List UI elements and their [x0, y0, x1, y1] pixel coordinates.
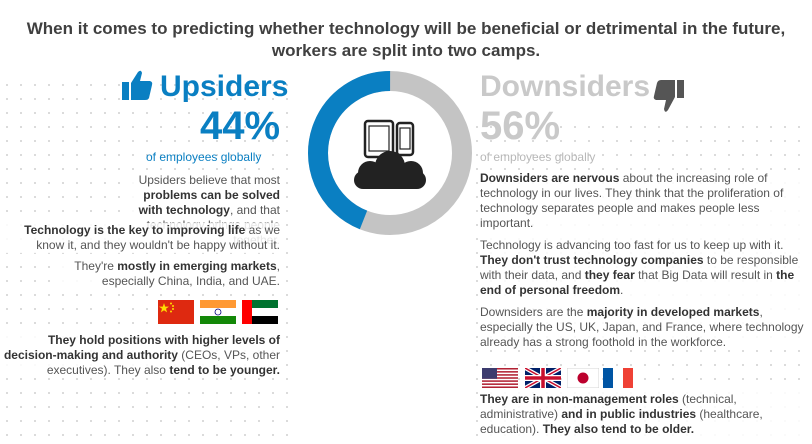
downsiders-paragraph-3: Downsiders are the majority in developed…: [480, 305, 806, 350]
text-bold: tend to be younger.: [169, 363, 280, 377]
downsiders-paragraph-2: Technology is advancing too fast for us …: [480, 238, 806, 298]
downsiders-paragraph-1: Downsiders are nervous about the increas…: [480, 171, 806, 231]
text-bold: and in public industries: [561, 407, 697, 421]
text-bold: majority in developed markets: [586, 305, 760, 319]
text: Technology is advancing too fast for us …: [480, 238, 784, 252]
headline: When it comes to predicting whether tech…: [0, 18, 812, 62]
upsiders-paragraph-3: They're mostly in emerging markets, espe…: [60, 259, 280, 289]
flag-us: [482, 368, 518, 388]
text: (CEOs, VPs, other executives). They also: [46, 348, 280, 377]
thumbs-up-icon: [122, 70, 153, 100]
thumbs-down-icon: [653, 80, 684, 112]
text: as we know it, and they wouldn't be happ…: [36, 223, 280, 252]
text-bold: the end of personal freedom: [480, 268, 795, 297]
headline-line-1: When it comes to predicting whether tech…: [26, 19, 786, 38]
flag-uk: [525, 368, 561, 388]
downsiders-percent: 56%: [480, 104, 561, 148]
text: .: [620, 283, 624, 297]
upsiders-title: Upsiders: [160, 70, 289, 103]
text-bold: Downsiders are nervous: [480, 171, 620, 185]
upsiders-arc: [308, 71, 472, 235]
downsiders-title: Downsiders: [480, 70, 651, 103]
text-bold: problems can be solved with technology: [138, 188, 280, 217]
upsiders-subtitle: of employees globally: [146, 150, 262, 164]
upsiders-percent: 44%: [200, 104, 281, 148]
text: (technical, administrative): [480, 392, 737, 421]
flag-china: [158, 300, 194, 324]
flag-uae: [242, 300, 278, 324]
text: that Big Data will result in: [634, 268, 777, 282]
split-donut: [308, 71, 472, 235]
text: about the increasing role of technology …: [480, 171, 784, 230]
text-bold: mostly in emerging markets: [117, 259, 277, 273]
text: , especially the US, UK, Japan, and Fran…: [480, 305, 804, 349]
phone-icon: [395, 121, 415, 157]
downsiders-subtitle: of employees globally: [480, 150, 596, 164]
text-bold: They don't trust technology companies: [480, 253, 704, 267]
text-bold: They also tend to be older.: [542, 422, 695, 436]
flag-japan: [567, 368, 599, 388]
text-bold: they fear: [584, 268, 635, 282]
text: Upsiders believe that most: [138, 173, 280, 187]
flag-india: [200, 300, 236, 324]
text-bold: They hold positions with higher levels o…: [3, 333, 280, 362]
text: (healthcare, education).: [480, 407, 763, 436]
text: to be responsible with their data, and: [480, 253, 799, 282]
text: , especially China, India, and UAE.: [101, 259, 280, 288]
text: Downsiders are the: [480, 305, 587, 319]
downsiders-paragraph-4: They are in non-management roles (techni…: [480, 392, 806, 437]
text-bold: Technology is the key to improving life: [24, 223, 246, 237]
flag-france: [603, 368, 633, 388]
cloud-icon: [354, 151, 426, 189]
text-bold: They are in non-management roles: [480, 392, 679, 406]
text: They're: [74, 259, 118, 273]
upsiders-paragraph-2: Technology is the key to improving life …: [4, 223, 280, 253]
headline-line-2: workers are split into two camps.: [271, 41, 541, 60]
upsiders-paragraph-4: They hold positions with higher levels o…: [0, 333, 280, 378]
